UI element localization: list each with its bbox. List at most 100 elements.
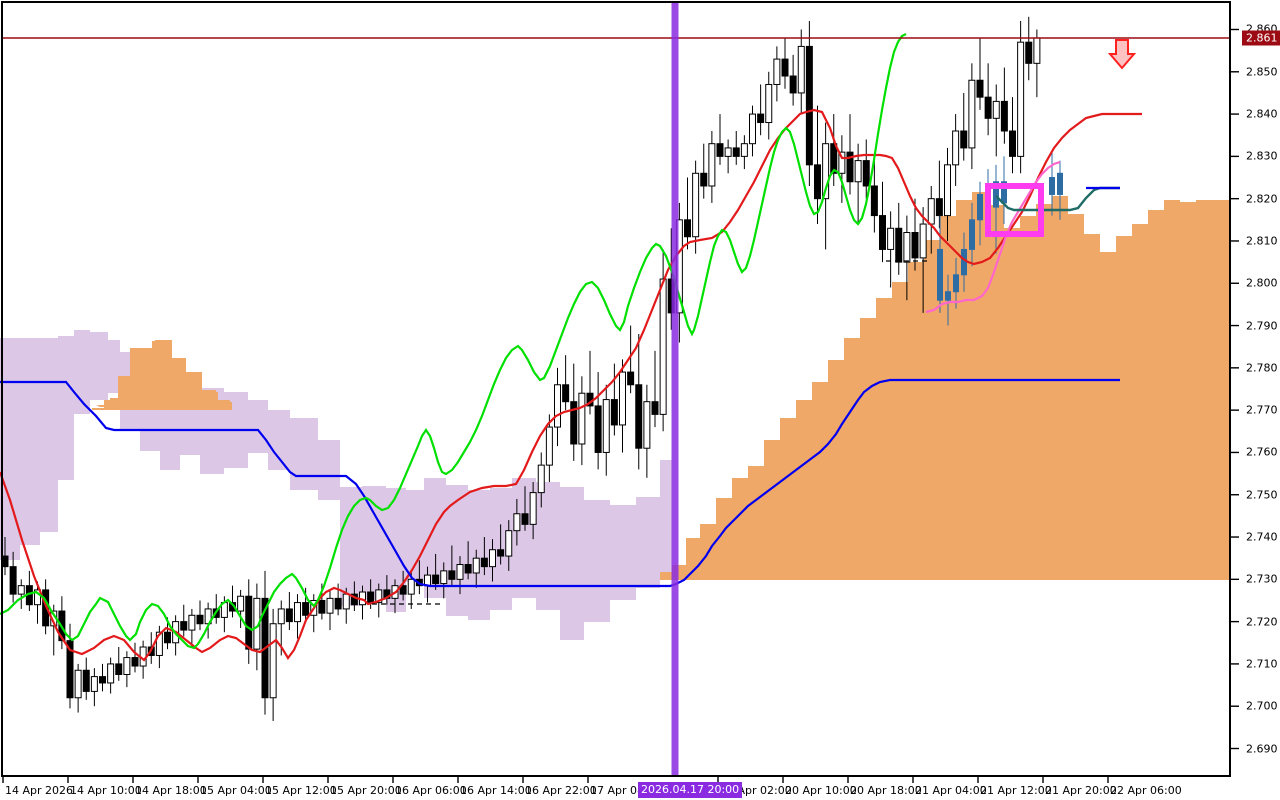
candle-body[interactable] [814, 164, 821, 200]
candle-body[interactable] [497, 549, 505, 557]
candle-body[interactable] [440, 570, 448, 585]
secondary-candle-body[interactable] [993, 181, 999, 208]
candle-body[interactable] [123, 657, 131, 675]
crosshair-time-tag[interactable]: 2026.04.17 20:00 [638, 782, 743, 798]
candle-body[interactable] [505, 530, 513, 557]
candle-body[interactable] [164, 631, 171, 644]
candle-body[interactable] [1017, 41, 1025, 157]
candle-body[interactable] [464, 564, 472, 574]
candle-body[interactable] [830, 143, 838, 174]
candle-body[interactable] [627, 371, 635, 386]
candle-body[interactable] [659, 278, 667, 415]
candle-body[interactable] [797, 45, 805, 94]
candle-body[interactable] [489, 549, 496, 568]
candle-body[interactable] [1009, 130, 1016, 157]
candle-body[interactable] [846, 151, 854, 183]
candle-body[interactable] [708, 143, 716, 187]
candle-body[interactable] [131, 657, 139, 667]
candle-body[interactable] [90, 676, 98, 692]
candle-body[interactable] [643, 401, 651, 449]
secondary-candle-body[interactable] [1049, 177, 1055, 195]
candle-body[interactable] [1033, 37, 1041, 64]
candle-body[interactable] [180, 621, 188, 631]
candle-body[interactable] [765, 83, 773, 124]
candle-body[interactable] [700, 172, 708, 187]
candle-body[interactable] [740, 143, 748, 157]
candle-body[interactable] [34, 589, 41, 606]
candle-body[interactable] [545, 426, 553, 466]
candle-body[interactable] [635, 384, 643, 449]
candle-body[interactable] [927, 198, 935, 225]
candle-body[interactable] [115, 663, 123, 675]
candle-body[interactable] [903, 232, 911, 263]
candle-body[interactable] [399, 585, 407, 595]
candle-body[interactable] [448, 570, 456, 580]
secondary-candlestick-series[interactable] [937, 152, 1063, 326]
sell-signal-arrow[interactable] [1107, 39, 1137, 70]
candle-body[interactable] [944, 164, 951, 217]
candle-body[interactable] [911, 232, 919, 259]
candle-body[interactable] [326, 597, 334, 614]
candle-body[interactable] [578, 392, 586, 445]
candle-body[interactable] [570, 401, 578, 445]
secondary-candle-body[interactable] [969, 219, 975, 250]
price-level-tag[interactable]: 2.861 [1242, 30, 1280, 46]
candle-body[interactable] [716, 143, 724, 157]
candle-body[interactable] [749, 113, 756, 145]
candle-body[interactable] [456, 564, 464, 580]
candle-body[interactable] [269, 623, 277, 699]
candle-body[interactable] [960, 130, 968, 149]
candle-body[interactable] [1000, 100, 1008, 132]
secondary-candle-body[interactable] [953, 274, 959, 293]
candle-body[interactable] [773, 58, 781, 85]
candle-body[interactable] [919, 223, 927, 259]
secondary-candle-body[interactable] [945, 291, 951, 301]
candle-body[interactable] [472, 557, 480, 574]
candle-body[interactable] [294, 602, 301, 623]
candle-body[interactable] [99, 676, 106, 684]
candle-body[interactable] [879, 215, 886, 250]
candle-body[interactable] [1025, 41, 1033, 64]
candle-body[interactable] [188, 614, 196, 631]
candle-body[interactable] [554, 384, 561, 428]
candle-body[interactable] [692, 172, 700, 238]
candle-body[interactable] [651, 401, 659, 415]
candle-body[interactable] [432, 574, 440, 585]
candle-body[interactable] [66, 640, 74, 699]
candle-body[interactable] [887, 227, 895, 250]
candle-body[interactable] [245, 595, 253, 650]
candle-body[interactable] [789, 75, 797, 94]
selection-rectangle[interactable] [985, 183, 1044, 237]
candle-body[interactable] [732, 147, 740, 157]
candle-body[interactable] [342, 593, 350, 610]
candle-body[interactable] [407, 578, 415, 595]
candle-body[interactable] [684, 219, 691, 238]
candle-body[interactable] [895, 227, 903, 263]
candle-body[interactable] [935, 198, 943, 217]
candle-body[interactable] [334, 597, 342, 610]
candle-body[interactable] [862, 160, 870, 187]
candle-body[interactable] [480, 557, 488, 568]
secondary-candle-body[interactable] [961, 248, 967, 276]
candle-body[interactable] [594, 405, 602, 453]
candle-body[interactable] [237, 595, 245, 612]
candle-body[interactable] [610, 399, 618, 426]
candle-body[interactable] [107, 663, 115, 684]
candle-body[interactable] [302, 602, 310, 616]
candle-body[interactable] [992, 100, 1000, 119]
candle-body[interactable] [757, 113, 765, 124]
candle-body[interactable] [562, 384, 570, 403]
candle-body[interactable] [74, 669, 82, 699]
candle-body[interactable] [155, 631, 163, 656]
candle-body[interactable] [984, 96, 992, 119]
candle-body[interactable] [277, 608, 285, 625]
candle-body[interactable] [952, 130, 960, 166]
candle-body[interactable] [537, 464, 545, 494]
candle-body[interactable] [968, 79, 976, 149]
candle-body[interactable] [9, 566, 17, 595]
candle-body[interactable] [375, 589, 383, 604]
secondary-candle-body[interactable] [1057, 172, 1063, 195]
candle-body[interactable] [724, 147, 732, 157]
candle-body[interactable] [521, 513, 529, 525]
